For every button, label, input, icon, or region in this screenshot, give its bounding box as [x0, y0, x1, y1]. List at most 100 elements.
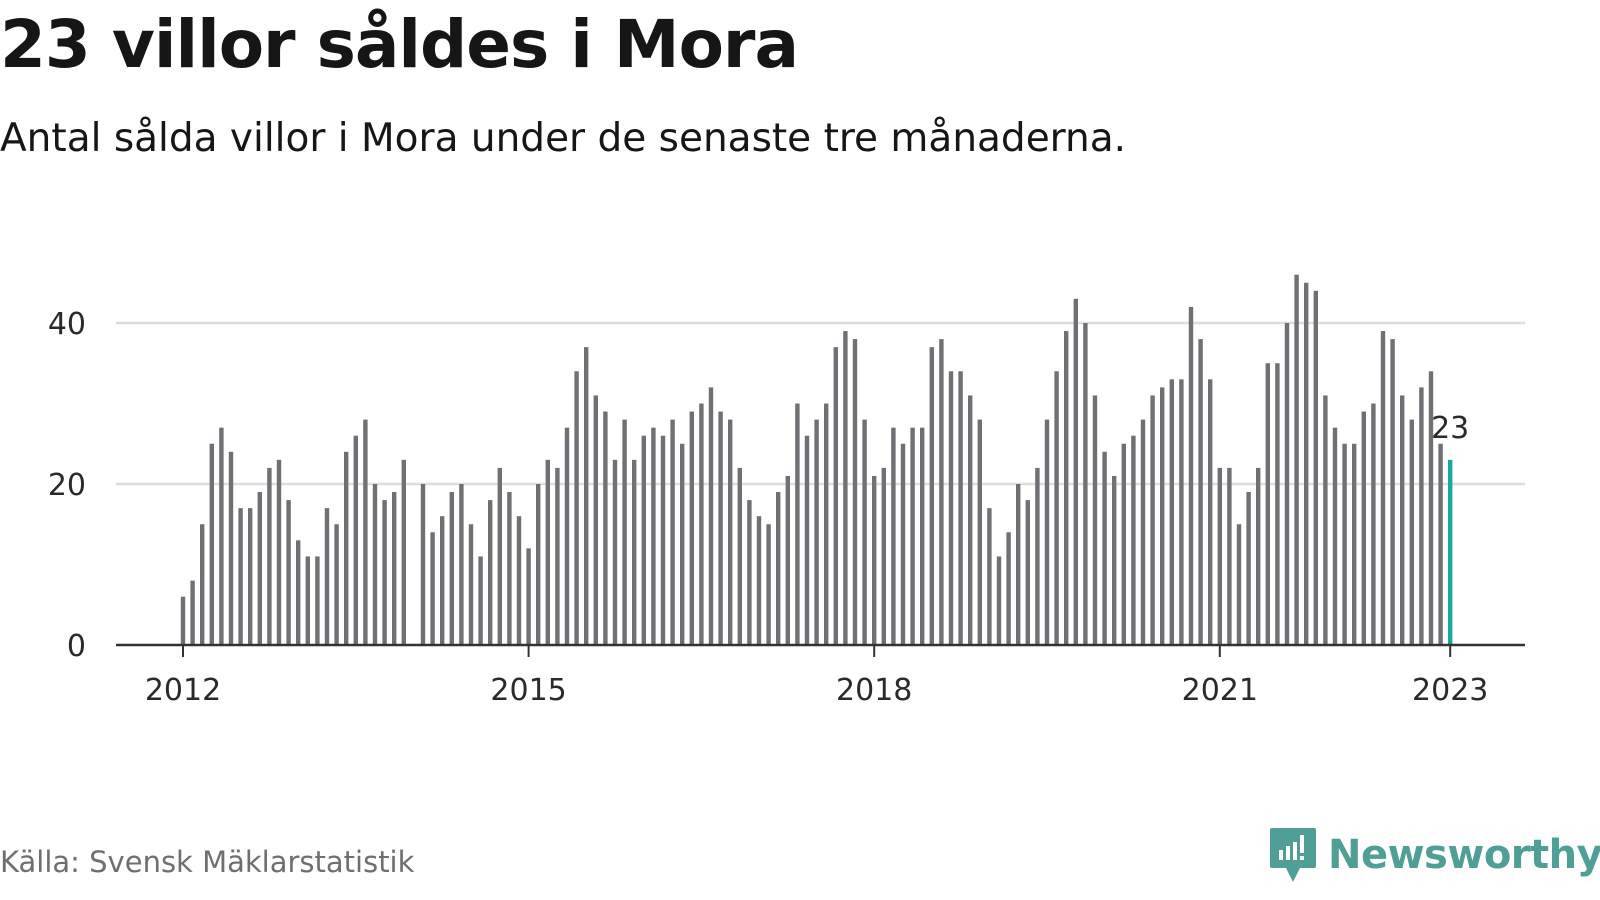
bar [545, 459, 550, 645]
bar [680, 443, 685, 645]
bar [1236, 524, 1242, 645]
brand-name: Newsworthy [1328, 832, 1600, 878]
bar [372, 484, 378, 645]
bar [1092, 395, 1098, 645]
bar [766, 524, 771, 645]
bar [708, 387, 714, 645]
bar [1016, 484, 1021, 645]
bar [200, 524, 205, 645]
bar [1352, 443, 1357, 645]
bars [180, 274, 1453, 645]
bar [257, 492, 262, 645]
bar [1428, 371, 1434, 645]
bar [459, 484, 464, 645]
bar [1390, 339, 1395, 645]
y-tick-label: 40 [48, 307, 86, 342]
bar [1198, 339, 1203, 645]
bar [305, 556, 310, 645]
bar [872, 475, 877, 645]
source-note: Källa: Svensk Mäklarstatistik [0, 845, 415, 879]
bar [420, 484, 426, 645]
bar [1064, 331, 1069, 645]
bar [1294, 274, 1299, 645]
bar [728, 419, 733, 645]
x-tick-label: 2015 [490, 673, 566, 708]
bar [1217, 467, 1222, 645]
bar [843, 331, 848, 645]
bar [910, 427, 915, 645]
bar [1140, 419, 1146, 645]
bar [670, 419, 675, 645]
gridlines [116, 321, 1525, 486]
bar [584, 347, 589, 645]
bar [382, 500, 387, 645]
bar [1275, 363, 1280, 645]
bar [353, 435, 358, 645]
y-axis-ticks: 0 20 40 [48, 307, 86, 664]
bar [824, 403, 829, 645]
bar [737, 467, 742, 645]
bar [276, 459, 282, 645]
bar [651, 427, 656, 645]
bar [1169, 379, 1174, 645]
bar [286, 500, 291, 645]
bar [180, 596, 186, 645]
bar [929, 347, 934, 645]
bar [449, 492, 454, 645]
bar [1332, 427, 1338, 645]
bar [478, 556, 483, 645]
bar [1025, 500, 1030, 645]
bar [756, 516, 762, 645]
bar [1284, 323, 1290, 645]
bar [1121, 443, 1126, 645]
bar [488, 500, 493, 645]
bar [1380, 331, 1386, 645]
bar [968, 395, 973, 645]
bar [440, 516, 445, 645]
bar [612, 459, 618, 645]
bar [900, 443, 906, 645]
brand-logo[interactable]: Newsworthy [1268, 826, 1600, 884]
bar [852, 339, 858, 645]
x-tick-label: 2018 [836, 673, 912, 708]
highlight-value-label: 23 [1431, 411, 1469, 446]
bar [804, 435, 810, 645]
bar [718, 411, 723, 645]
bar [785, 475, 790, 645]
bar [603, 411, 608, 645]
bar [814, 419, 819, 645]
bar [1102, 451, 1107, 645]
bar [555, 467, 560, 645]
bar [833, 347, 838, 645]
bar [296, 540, 301, 645]
bar [1419, 387, 1424, 645]
bar [1073, 298, 1078, 645]
y-tick-label: 20 [48, 468, 86, 503]
bar [996, 556, 1002, 645]
bar [1371, 403, 1376, 645]
bar [795, 403, 800, 645]
bar [1035, 467, 1040, 645]
bar [334, 524, 339, 645]
bar [1227, 467, 1232, 645]
bar [1112, 475, 1117, 645]
bar [689, 411, 694, 645]
bar [1179, 379, 1184, 645]
highlight-bar [1448, 459, 1453, 645]
bar [228, 451, 234, 645]
bar [593, 395, 598, 645]
bar [1265, 363, 1270, 645]
bar [238, 508, 243, 645]
bar [190, 580, 195, 645]
bar [574, 371, 579, 645]
bar [1044, 419, 1050, 645]
bar [862, 419, 867, 645]
bar [536, 484, 541, 645]
bar [267, 467, 272, 645]
bar [641, 435, 646, 645]
bar [632, 459, 637, 645]
chart-subtitle: Antal sålda villor i Mora under de senas… [0, 116, 1127, 161]
bar [1083, 323, 1088, 645]
bar [948, 371, 954, 645]
bar [344, 451, 349, 645]
